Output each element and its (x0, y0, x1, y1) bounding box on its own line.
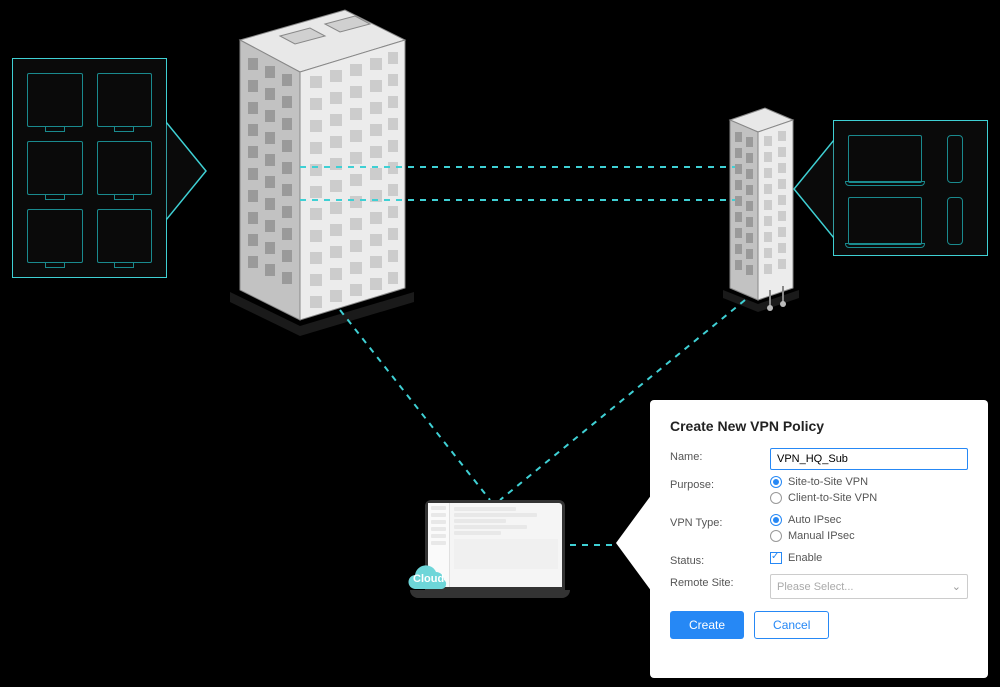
radio-label: Site-to-Site VPN (788, 476, 868, 488)
monitor-icon (27, 73, 83, 127)
phone-icon (947, 197, 963, 245)
name-label: Name: (670, 448, 770, 463)
checkbox-label: Enable (788, 552, 822, 564)
vpntype-option-manual[interactable]: Manual IPsec (770, 530, 968, 542)
purpose-label: Purpose: (670, 476, 770, 491)
device-grid (848, 135, 973, 241)
vpntype-option-auto[interactable]: Auto IPsec (770, 514, 968, 526)
monitor-icon (97, 73, 153, 127)
monitor-icon (97, 141, 153, 195)
purpose-option-site[interactable]: Site-to-Site VPN (770, 476, 968, 488)
radio-icon (770, 492, 782, 504)
monitor-icon (27, 141, 83, 195)
radio-icon (770, 530, 782, 542)
status-label: Status: (670, 552, 770, 567)
phone-icon (947, 135, 963, 183)
radio-icon (770, 514, 782, 526)
select-placeholder: Please Select... (777, 581, 853, 593)
branch-devices-panel (833, 120, 988, 256)
create-button[interactable]: Create (670, 611, 744, 639)
monitor-icon (97, 209, 153, 263)
laptop-icon (848, 197, 922, 245)
radio-label: Manual IPsec (788, 530, 855, 542)
cloud-badge: Cloud (400, 558, 456, 594)
form-title: Create New VPN Policy (670, 418, 968, 434)
cancel-button[interactable]: Cancel (754, 611, 829, 639)
status-enable-checkbox[interactable]: Enable (770, 552, 968, 564)
hq-building-icon (190, 0, 415, 345)
hq-devices-panel (12, 58, 167, 278)
form-pointer-left (614, 494, 652, 592)
vpntype-label: VPN Type: (670, 514, 770, 529)
radio-label: Client-to-Site VPN (788, 492, 877, 504)
laptop-icon (848, 135, 922, 183)
monitor-icon (27, 209, 83, 263)
radio-icon (770, 476, 782, 488)
purpose-option-client[interactable]: Client-to-Site VPN (770, 492, 968, 504)
vpn-policy-form: Create New VPN Policy Name: Purpose: Sit… (650, 400, 988, 678)
remote-site-label: Remote Site: (670, 574, 770, 589)
remote-site-select[interactable]: Please Select... (770, 574, 968, 599)
checkbox-icon (770, 552, 782, 564)
name-input[interactable] (770, 448, 968, 470)
device-grid (27, 73, 152, 263)
branch-building-icon (715, 90, 805, 325)
radio-label: Auto IPsec (788, 514, 841, 526)
cloud-label: Cloud (413, 573, 444, 585)
